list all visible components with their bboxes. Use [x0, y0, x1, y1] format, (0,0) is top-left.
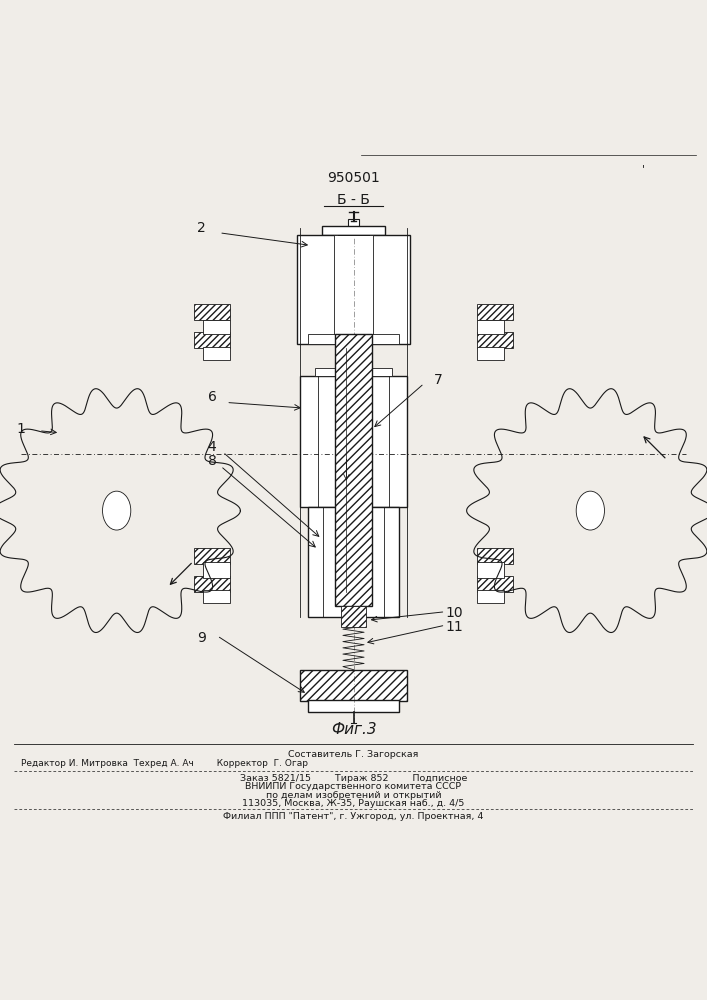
Text: 2: 2	[197, 221, 206, 235]
Bar	[477, 548, 513, 564]
Bar	[477, 576, 513, 592]
Bar	[308, 334, 336, 344]
Text: 950501: 950501	[327, 171, 380, 185]
Bar	[315, 368, 392, 376]
Text: Составитель Г. Загорская: Составитель Г. Загорская	[288, 750, 419, 759]
Bar	[477, 320, 504, 334]
Bar	[477, 332, 513, 348]
Text: 1: 1	[17, 422, 25, 436]
Bar	[194, 304, 230, 320]
Bar	[300, 670, 407, 701]
Bar	[194, 332, 230, 348]
Bar	[308, 700, 399, 712]
Bar	[203, 562, 230, 578]
Bar	[203, 347, 230, 360]
Ellipse shape	[103, 491, 131, 530]
Bar	[348, 219, 359, 228]
Bar	[194, 576, 230, 592]
Text: ВНИИПИ Государственного комитета СССР: ВНИИПИ Государственного комитета СССР	[245, 782, 462, 791]
Bar	[308, 507, 399, 617]
Text: 10: 10	[445, 606, 463, 620]
Text: Б - Б: Б - Б	[337, 193, 370, 207]
Bar	[194, 548, 230, 564]
Bar	[341, 606, 366, 627]
Text: 4: 4	[208, 440, 216, 454]
Text: 9: 9	[197, 631, 206, 645]
Bar	[477, 347, 504, 360]
Bar	[335, 334, 372, 606]
Bar	[477, 590, 504, 603]
Ellipse shape	[576, 491, 604, 530]
Text: Редактор И. Митровка  Техред А. Ач        Корректор  Г. Огар: Редактор И. Митровка Техред А. Ач Коррек…	[21, 759, 308, 768]
Text: ': '	[642, 164, 645, 174]
Bar	[203, 590, 230, 603]
Text: 7: 7	[434, 373, 443, 387]
Text: по делам изобретений и открытий: по делам изобретений и открытий	[266, 791, 441, 800]
Text: Филиал ППП "Патент", г. Ужгород, ул. Проектная, 4: Филиал ППП "Патент", г. Ужгород, ул. Про…	[223, 812, 484, 821]
Bar	[203, 320, 230, 334]
Text: 6: 6	[208, 390, 216, 404]
Bar	[297, 235, 410, 344]
Text: 11: 11	[445, 620, 463, 634]
Bar	[322, 226, 385, 235]
Bar	[477, 562, 504, 578]
Bar	[371, 334, 399, 344]
Bar	[300, 376, 407, 507]
Text: Заказ 5821/15        Тираж 852        Подписное: Заказ 5821/15 Тираж 852 Подписное	[240, 774, 467, 783]
Text: 8: 8	[208, 454, 216, 468]
Bar	[477, 304, 513, 320]
Text: 113035, Москва, Ж-35, Раушская наб., д. 4/5: 113035, Москва, Ж-35, Раушская наб., д. …	[243, 799, 464, 808]
Text: Фиг.3: Фиг.3	[331, 722, 376, 737]
Bar	[334, 235, 373, 337]
